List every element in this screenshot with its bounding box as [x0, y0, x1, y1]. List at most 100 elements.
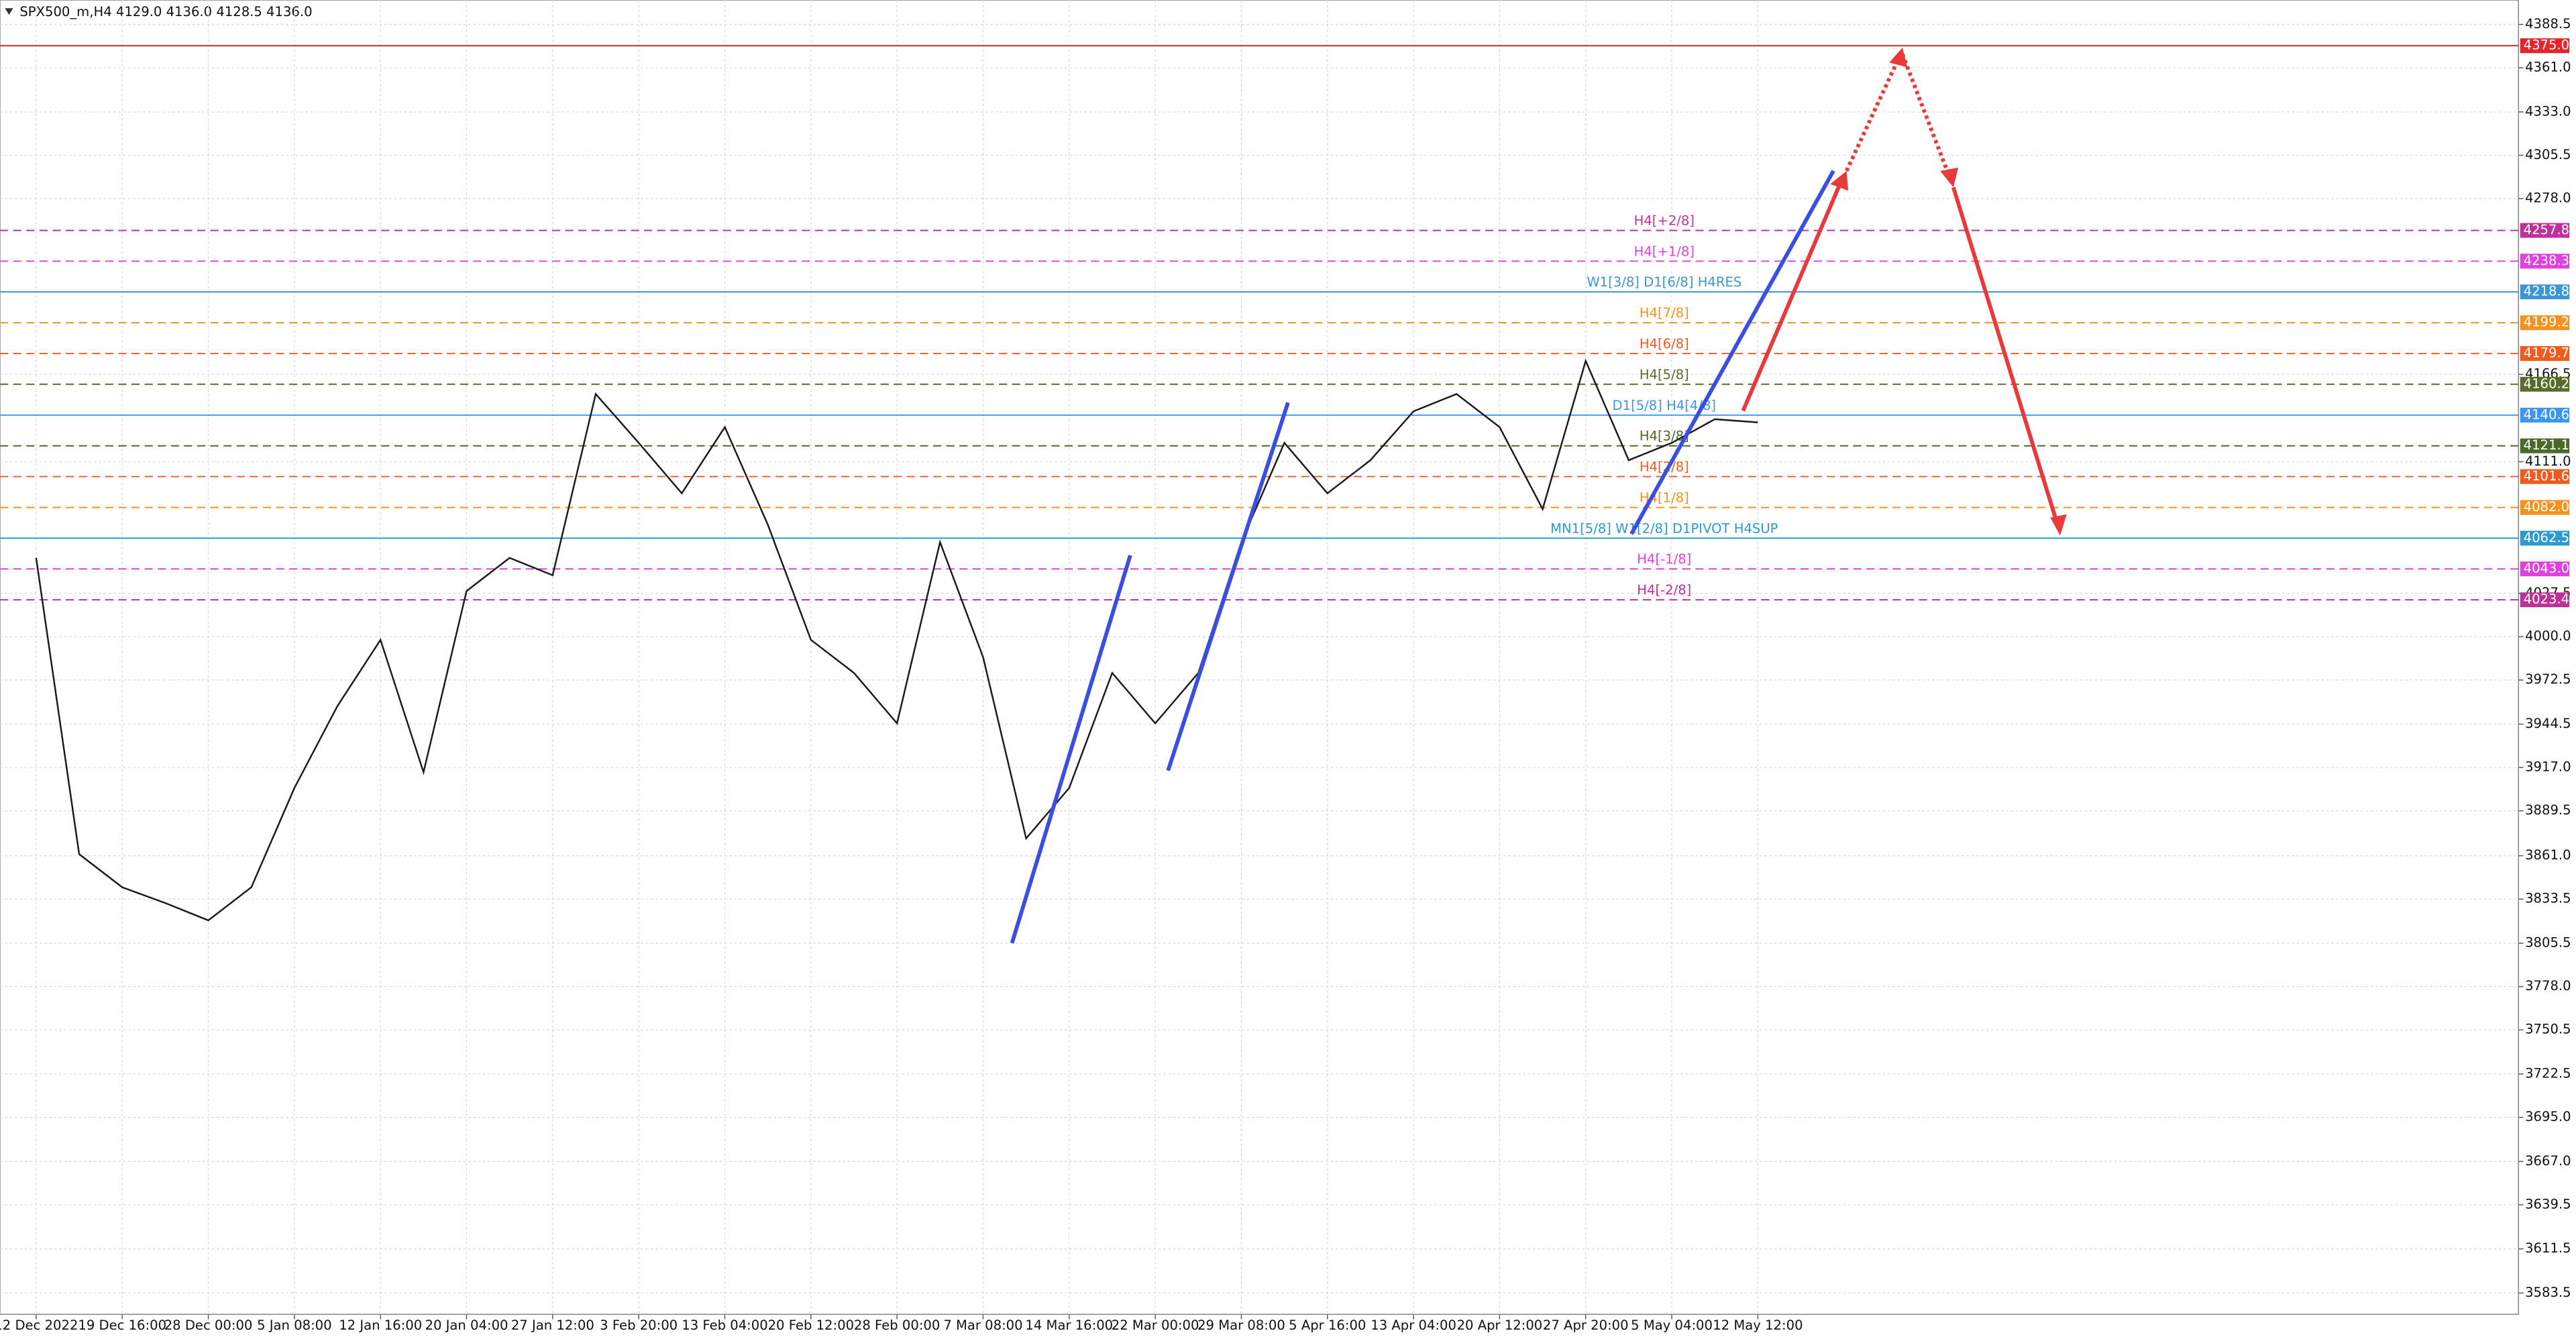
- forecast-arrow: [1900, 53, 1951, 175]
- x-tick-label: 28 Dec 00:00: [164, 1318, 253, 1333]
- level-note: H4[+2/8]: [1634, 213, 1695, 229]
- level-tag: [2520, 284, 2570, 300]
- level-note: MN1[5/8] W1[2/8] D1PIVOT H4SUP: [1550, 521, 1778, 536]
- forecast-arrow: [1844, 60, 1900, 172]
- y-tick-label: 3917.0: [2525, 759, 2571, 775]
- x-tick-label: 12 Dec 2022: [0, 1318, 78, 1333]
- level-tag: [2520, 345, 2570, 361]
- forecast-arrow: [1951, 186, 2059, 523]
- levels: H4[+2/8] H4[+1/8] W1[3/8] D1[6/8] H4RES H4[…: [0, 45, 2519, 601]
- level-note: H4[6/8]: [1640, 336, 1689, 352]
- grid: [0, 0, 2519, 1315]
- y-tick-label: 3833.5: [2525, 891, 2571, 906]
- y-tick-label: 3861.0: [2525, 847, 2571, 863]
- level-tag: [2520, 500, 2570, 515]
- x-tick-label: 13 Feb 04:00: [682, 1318, 767, 1333]
- arrow-head: [1940, 167, 1959, 188]
- level-tag-label: 4101.6: [2524, 468, 2570, 484]
- level-tag-label: 4218.8: [2524, 284, 2570, 299]
- y-tick-label: 3722.5: [2525, 1065, 2571, 1081]
- y-tick-label: 4333.0: [2525, 103, 2571, 119]
- level-tag-label: 4062.5: [2524, 530, 2570, 545]
- level-tag-label: 4121.1: [2524, 437, 2570, 453]
- level-tag: [2520, 254, 2570, 269]
- y-tick-label: 4305.5: [2525, 147, 2571, 162]
- x-tick-label: 12 Jan 16:00: [339, 1318, 422, 1333]
- y-tick-label: 3667.0: [2525, 1153, 2571, 1169]
- y-tick-label: 3750.5: [2525, 1022, 2571, 1037]
- level-note: D1[5/8] H4[4/8]: [1613, 398, 1717, 413]
- price-series: [35, 358, 1758, 922]
- level-note: H4[+1/8]: [1634, 244, 1695, 259]
- level-tag: [2520, 561, 2570, 577]
- level-note: H4[5/8]: [1640, 367, 1689, 382]
- x-tick-label: 3 Feb 20:00: [600, 1318, 678, 1333]
- level-tag-label: 4160.2: [2524, 376, 2570, 391]
- x-tick-label: 12 May 12:00: [1713, 1318, 1803, 1333]
- level-tag: [2520, 531, 2570, 546]
- menu-triangle[interactable]: [5, 8, 13, 15]
- level-tag: [2520, 315, 2570, 331]
- y-tick-label: 3695.0: [2525, 1109, 2571, 1124]
- level-note: H4[7/8]: [1640, 305, 1689, 321]
- trend-line: [1010, 554, 1132, 944]
- drawings: [1010, 48, 2067, 944]
- x-tick-label: 29 Mar 08:00: [1197, 1318, 1285, 1333]
- y-tick-label: 4388.5: [2525, 16, 2571, 32]
- level-tag-label: 4023.4: [2524, 592, 2570, 607]
- x-tick-label: 22 Mar 00:00: [1112, 1318, 1199, 1333]
- x-tick-label: 5 Jan 08:00: [257, 1318, 332, 1333]
- level-note: W1[3/8] D1[6/8] H4RES: [1587, 274, 1741, 290]
- level-tag-label: 4043.0: [2524, 561, 2570, 576]
- level-tag-label: 4199.2: [2524, 315, 2570, 330]
- forecast-arrow: [1741, 183, 1842, 412]
- plot-area: [0, 0, 2520, 1315]
- level-tag: [2520, 223, 2570, 238]
- level-tag: [2520, 469, 2570, 484]
- level-tag: [2520, 38, 2570, 54]
- x-tick-label: 5 May 04:00: [1631, 1318, 1713, 1333]
- level-tag: [2520, 407, 2570, 423]
- level-tag: [2520, 438, 2570, 453]
- x-tick-label: 20 Jan 04:00: [425, 1318, 508, 1333]
- y-tick-label: 3944.5: [2525, 716, 2571, 731]
- x-tick-label: 27 Apr 20:00: [1543, 1318, 1629, 1333]
- y-tick-label: 3889.5: [2525, 802, 2571, 818]
- level-note: H4[2/8]: [1640, 459, 1689, 474]
- y-tick-label: 3805.5: [2525, 935, 2571, 951]
- y-tick-label: 3583.5: [2525, 1285, 2571, 1300]
- level-tag-label: 4082.0: [2524, 499, 2570, 515]
- level-tag-label: 4375.0: [2524, 38, 2570, 53]
- arrow-head: [1889, 48, 1908, 68]
- y-tick-label: 4361.0: [2525, 60, 2571, 75]
- price-line: [35, 358, 1758, 922]
- x-tick-label: 14 Mar 16:00: [1025, 1318, 1113, 1333]
- x-tick-label: 27 Jan 12:00: [511, 1318, 594, 1333]
- x-tick-label: 20 Apr 12:00: [1457, 1318, 1543, 1333]
- level-tag-label: 4238.3: [2524, 253, 2570, 268]
- x-tick-label: 7 Mar 08:00: [943, 1318, 1022, 1333]
- level-tag-label: 4257.8: [2524, 222, 2570, 237]
- x-tick-label: 20 Feb 12:00: [768, 1318, 854, 1333]
- arrow-head: [2050, 514, 2067, 536]
- y-tick-label: 3611.5: [2525, 1240, 2571, 1256]
- y-tick-label: 4111.0: [2525, 453, 2571, 469]
- y-tick-label: 3639.5: [2525, 1196, 2571, 1212]
- trend-line: [1166, 402, 1290, 771]
- y-tick-label: 3778.0: [2525, 978, 2571, 994]
- level-tag: [2520, 376, 2570, 392]
- trend-line: [1629, 170, 1835, 535]
- arrow-head: [1830, 170, 1849, 191]
- level-tag-label: 4140.6: [2524, 407, 2570, 422]
- x-tick-label: 5 Apr 16:00: [1289, 1318, 1366, 1333]
- x-tick-label: 19 Dec 16:00: [78, 1318, 166, 1333]
- y-tick-label: 4278.0: [2525, 191, 2571, 206]
- level-tag-label: 4179.7: [2524, 345, 2570, 360]
- y-tick-label: 4000.0: [2525, 629, 2571, 644]
- chart-title: SPX500_m,H4 4129.0 4136.0 4128.5 4136.0: [19, 4, 312, 19]
- level-note: H4[-2/8]: [1637, 582, 1691, 598]
- x-tick-label: 28 Feb 00:00: [854, 1318, 940, 1333]
- level-tag: [2520, 592, 2570, 608]
